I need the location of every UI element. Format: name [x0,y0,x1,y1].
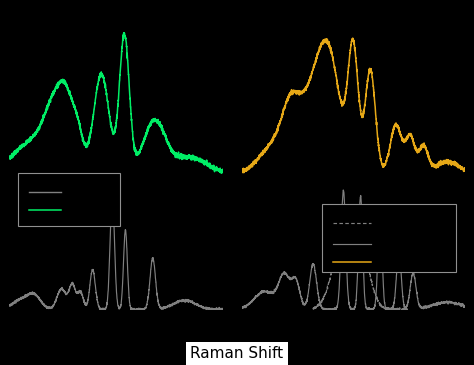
Bar [322,204,456,272]
Bar [18,173,120,226]
Text: Raman Shift: Raman Shift [191,346,283,361]
